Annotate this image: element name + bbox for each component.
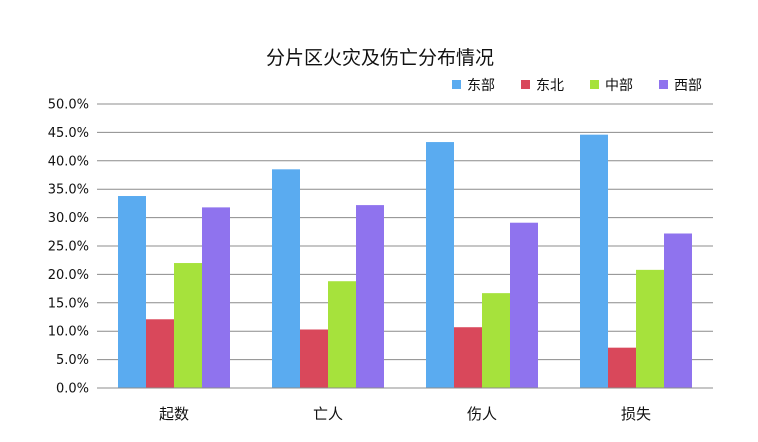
bar <box>202 207 230 388</box>
bar <box>356 205 384 388</box>
bar <box>328 281 356 388</box>
y-tick-label: 10.0% <box>48 325 89 340</box>
bar <box>510 222 538 388</box>
x-category-label: 损失 <box>621 405 651 423</box>
y-tick-label: 45.0% <box>48 126 89 141</box>
x-category-label: 亡人 <box>313 405 343 423</box>
x-axis-categories: 起数 亡人 伤人 损失 <box>159 405 651 423</box>
bar <box>174 263 202 388</box>
bar <box>664 233 692 388</box>
bar <box>608 347 636 388</box>
legend: 东部 东北 中部 西部 <box>452 78 702 94</box>
y-tick-label: 0.0% <box>56 382 89 397</box>
y-tick-label: 35.0% <box>48 183 89 198</box>
bar <box>636 269 664 388</box>
y-tick-label: 20.0% <box>48 268 89 283</box>
legend-swatch <box>659 80 668 89</box>
legend-swatch <box>590 80 599 89</box>
bars <box>118 134 692 388</box>
bar <box>580 134 608 388</box>
legend-swatch <box>521 80 530 89</box>
x-category-label: 起数 <box>159 405 189 423</box>
y-axis-ticks: 0.0% 5.0% 10.0% 15.0% 20.0% 25.0% 30.0% 35.0% 40… <box>48 98 89 397</box>
y-tick-label: 40.0% <box>48 154 89 169</box>
y-tick-label: 5.0% <box>56 353 89 368</box>
x-category-label: 伤人 <box>467 405 497 423</box>
y-tick-label: 30.0% <box>48 211 89 226</box>
bar <box>300 329 328 388</box>
y-tick-label: 50.0% <box>48 98 89 113</box>
y-tick-label: 15.0% <box>48 296 89 311</box>
legend-swatch <box>452 80 461 89</box>
chart-title: 分片区火灾及伤亡分布情况 <box>266 47 494 69</box>
bar <box>118 196 146 388</box>
bar <box>426 142 454 388</box>
bar <box>146 319 174 388</box>
bar <box>272 169 300 388</box>
legend-label: 中部 <box>605 78 633 94</box>
legend-label: 东部 <box>467 78 495 94</box>
legend-label: 西部 <box>674 78 702 94</box>
bar <box>482 293 510 388</box>
y-tick-label: 25.0% <box>48 240 89 255</box>
legend-label: 东北 <box>536 78 564 94</box>
bar <box>454 327 482 388</box>
